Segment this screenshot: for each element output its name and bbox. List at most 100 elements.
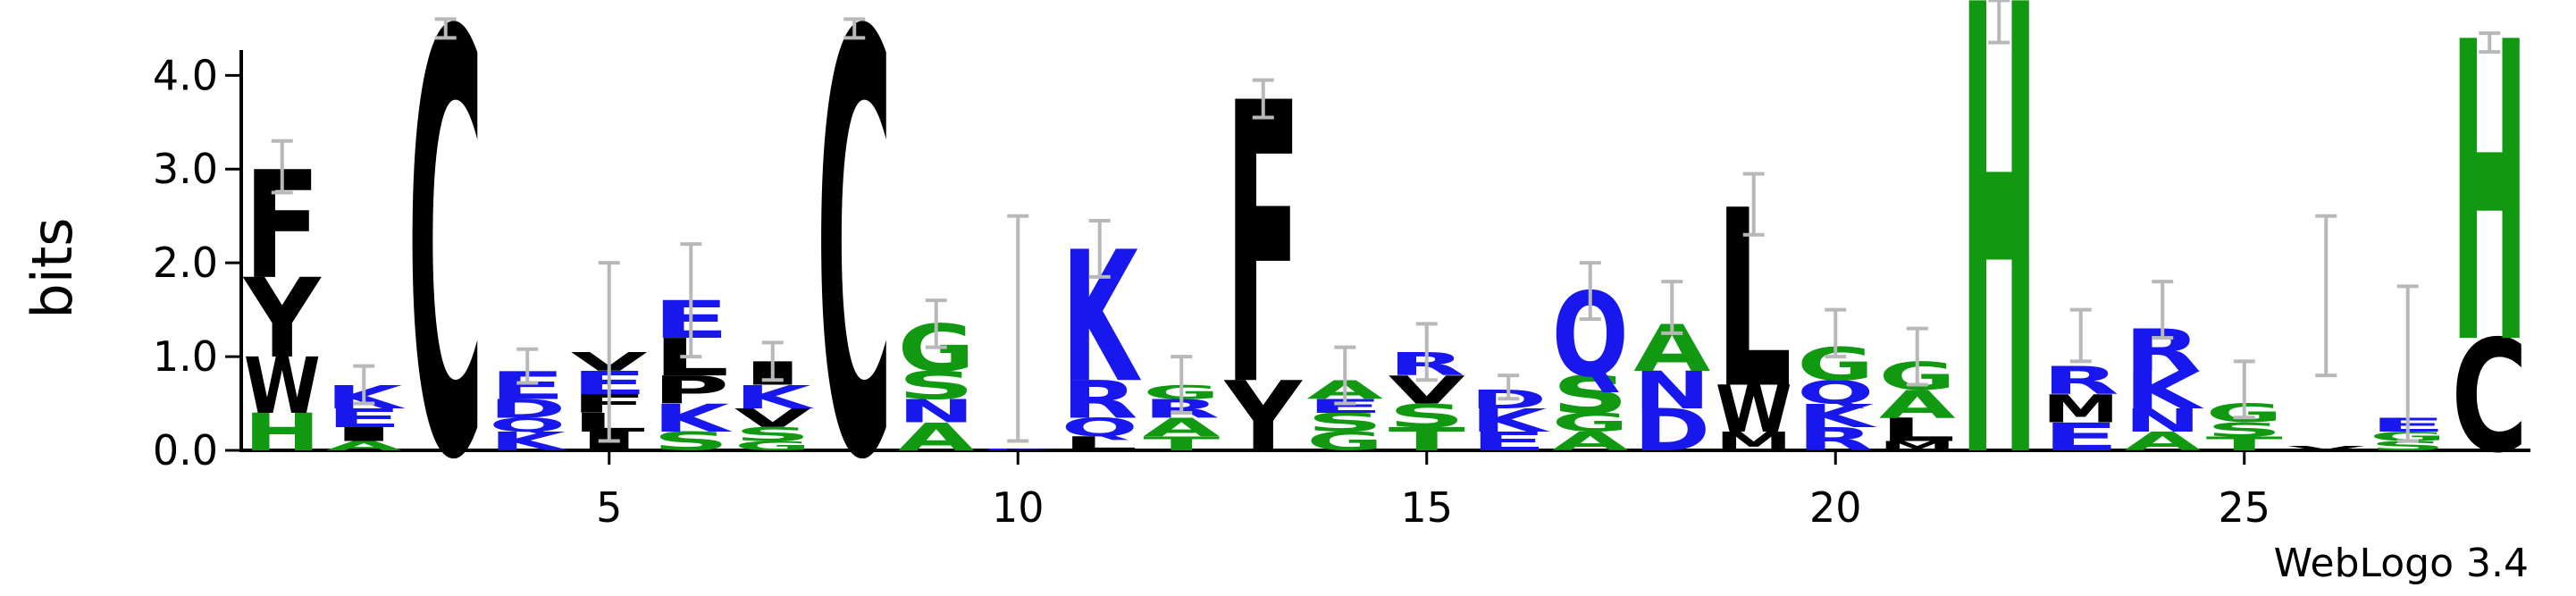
logo-letter: K — [734, 378, 815, 416]
error-bar — [1171, 355, 1193, 416]
logo-letter: K — [325, 378, 406, 416]
error-bar — [2233, 359, 2255, 420]
logo-letter: A — [898, 416, 976, 460]
error-bar — [1415, 322, 1438, 382]
error-bar — [1007, 214, 1029, 443]
y-tick-label: 0.0 — [153, 426, 218, 474]
logo-letter: C — [407, 0, 484, 588]
logo-letter: G — [1552, 408, 1629, 438]
logo-letter: K — [489, 427, 569, 457]
logo-letter: K — [979, 448, 1059, 450]
error-bar — [271, 139, 293, 195]
logo-letter: E — [325, 404, 402, 433]
error-bar — [516, 347, 539, 385]
logo-letter: H — [2451, 0, 2528, 435]
logo-letter: S — [1552, 365, 1629, 425]
logo-letter: A — [1143, 413, 1220, 442]
y-tick-label: 3.0 — [153, 145, 218, 193]
error-bar — [843, 17, 866, 40]
error-bar — [2069, 307, 2092, 364]
logo-letter: R — [1061, 370, 1138, 430]
logo-letter: E — [2043, 416, 2119, 460]
y-axis-label: bits — [20, 217, 85, 318]
logo-letter: L — [1879, 411, 1956, 449]
logo-letter: K — [1797, 397, 1877, 434]
logo-letter: H — [244, 403, 321, 463]
logo-letter: Q — [489, 414, 566, 436]
logo-letter: S — [1306, 408, 1383, 438]
logo-letter: N — [1633, 361, 1710, 421]
logo-letter: K — [652, 397, 734, 441]
logo-letter: S — [734, 424, 811, 446]
footer: WebLogo 3.4 — [2274, 541, 2529, 586]
logo-letter: G — [1306, 427, 1383, 457]
y-tick-label: 2.0 — [153, 239, 218, 287]
error-bar — [2152, 280, 2174, 340]
error-bar — [353, 364, 375, 406]
logo-letter: H — [1960, 0, 2037, 596]
logo-letter: R — [2043, 359, 2119, 404]
logo-letter: Q — [1797, 374, 1874, 411]
error-bar — [598, 261, 620, 443]
error-bar — [2396, 284, 2419, 443]
y-tick-label: 1.0 — [153, 332, 218, 381]
logo-letter: Y — [1222, 360, 1303, 474]
logo-letter: S — [898, 364, 975, 408]
logo-letter: A — [1552, 427, 1629, 457]
y-tick-label: 4.0 — [153, 51, 218, 99]
logo-letter: A — [325, 439, 402, 454]
logo-letter: M — [1716, 427, 1792, 457]
logo-letter: A — [2124, 427, 2201, 457]
error-bar — [761, 340, 784, 382]
logo-letter: S — [2370, 439, 2446, 454]
error-bar — [1906, 326, 1928, 387]
error-bar — [1498, 374, 1520, 401]
error-bar — [1825, 307, 1847, 359]
logo-letter: W — [1716, 372, 1792, 447]
logo-letter: Y — [242, 256, 322, 382]
logo-letter: S — [652, 427, 729, 457]
logo-letter: V — [734, 404, 811, 433]
logo-letter: D — [489, 394, 566, 424]
error-bar — [925, 298, 947, 349]
logo-letter: Q — [1061, 413, 1138, 442]
error-bar — [1988, 0, 2010, 45]
logo-letter: C — [816, 0, 893, 588]
error-bar — [1661, 280, 1683, 335]
x-tick-label: 10 — [992, 483, 1045, 532]
x-tick-label: 20 — [1809, 483, 1862, 532]
x-tick-label: 5 — [596, 483, 622, 532]
logo-letter: T — [1389, 420, 1465, 457]
logo-letter: S — [2206, 419, 2283, 441]
error-bar — [680, 242, 702, 359]
error-bar — [2315, 214, 2337, 378]
logo-letter: A — [1879, 382, 1957, 427]
logo-letter: K — [1061, 213, 1142, 424]
logo-letter: N — [2124, 402, 2201, 440]
error-bar — [2479, 31, 2501, 55]
logo-letter: E — [1470, 427, 1547, 457]
logo-letter: L — [1061, 432, 1138, 455]
logo-letter: R — [1797, 420, 1874, 457]
error-bar — [1252, 78, 1274, 120]
logo-letter: G — [734, 439, 811, 454]
logo-letter: D — [1633, 397, 1710, 464]
logo-letter: M — [1879, 439, 1956, 454]
logo-letter: K — [1470, 402, 1550, 440]
x-tick-label: 25 — [2218, 483, 2270, 532]
logo-letter: T — [1143, 432, 1220, 455]
logo-letter: K — [2124, 361, 2204, 421]
logo-letter: S — [1389, 397, 1465, 434]
logo-letter: W — [244, 342, 321, 432]
error-bar — [1579, 261, 1601, 322]
error-bar — [1742, 172, 1765, 237]
logo-letter: P — [652, 368, 729, 413]
logo-letter: I — [325, 424, 402, 446]
logo-letter: N — [898, 392, 975, 430]
logo-letter: C — [2451, 308, 2528, 488]
x-tick-label: 15 — [1400, 483, 1453, 532]
error-bar — [1088, 218, 1111, 279]
logo-letter: V — [2287, 444, 2364, 451]
error-bar — [434, 17, 457, 40]
